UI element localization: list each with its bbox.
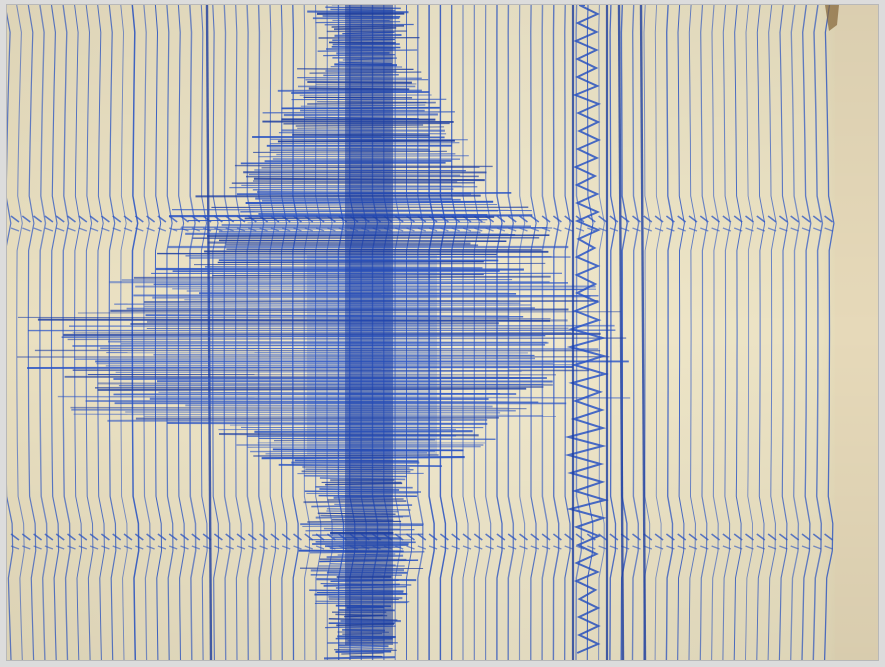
seismograph-photo [6, 4, 879, 661]
vignette [7, 5, 878, 660]
seismogram-illustration [7, 5, 878, 660]
